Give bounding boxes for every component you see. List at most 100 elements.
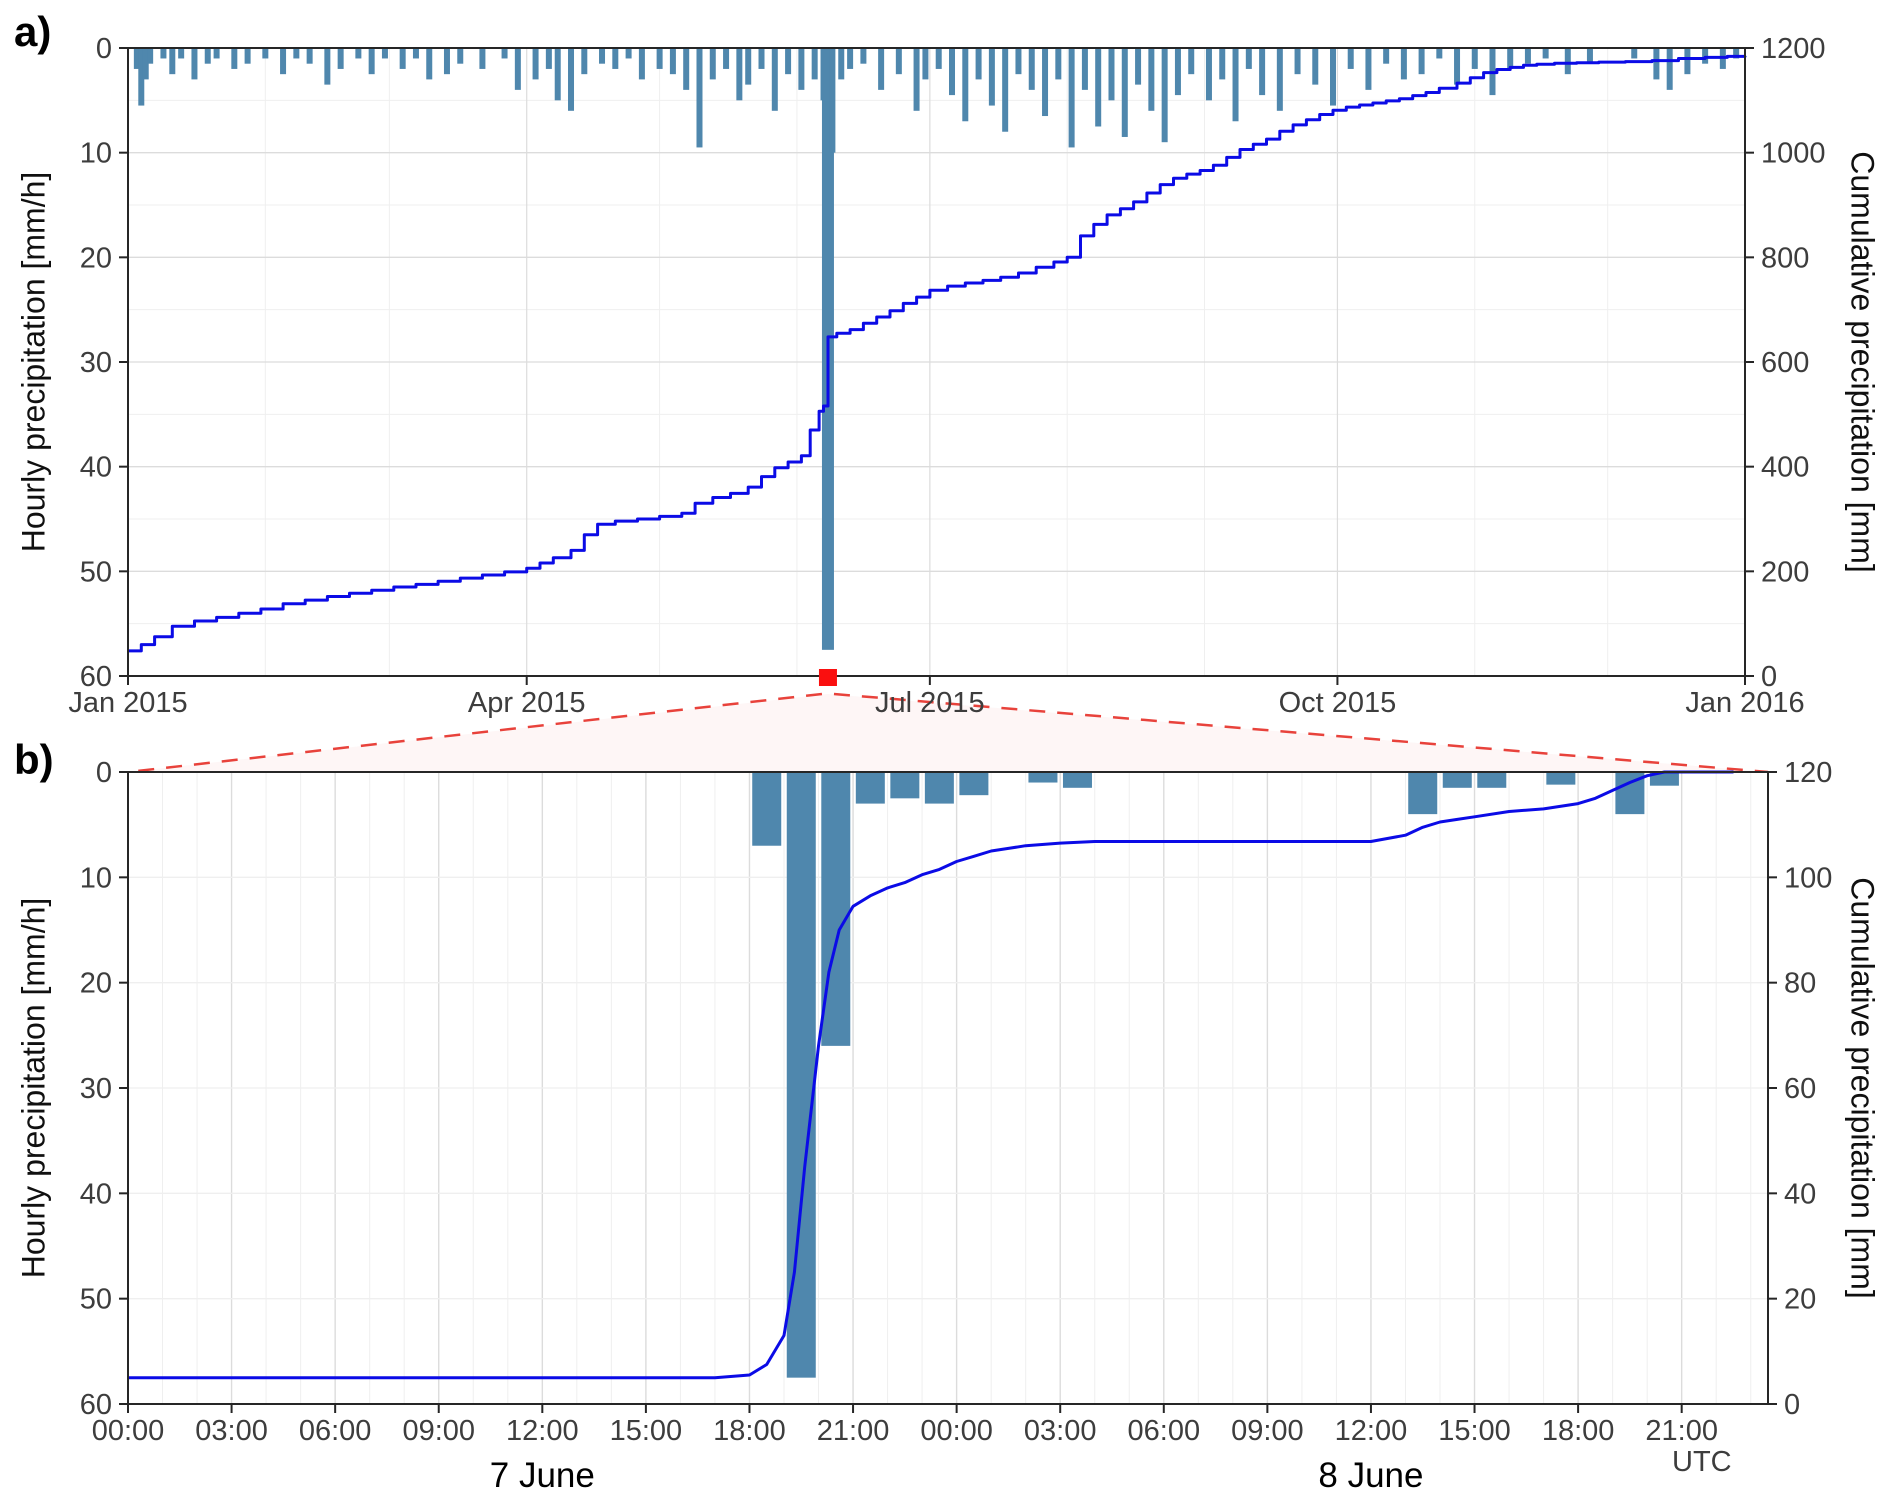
precip-bar	[786, 772, 816, 1378]
precip-bar	[1148, 48, 1155, 111]
precip-bar	[913, 48, 920, 111]
y-left-tick-label-b: 50	[80, 1284, 112, 1316]
precip-bar	[1666, 48, 1673, 90]
axes-b: 00:00 03:00 06:00 09:00 12:00 15:00 18:00 21:00…	[80, 757, 1833, 1447]
x-tick-label-a: Oct 2015	[1279, 687, 1397, 719]
y-right-tick-label-b: 120	[1784, 757, 1832, 789]
axes-a: Jan 2015 Apr 2015 Jul 2015 Oct 2015 Jan 2016…	[68, 33, 1825, 719]
y-right-tick-label-b: 60	[1784, 1073, 1816, 1105]
precip-bar	[142, 48, 149, 80]
precip-bar	[829, 48, 836, 153]
x-tick-label-a: Apr 2015	[468, 687, 586, 719]
precip-bar	[138, 48, 145, 106]
precip-bar	[1161, 48, 1168, 143]
panel-b-right-axis-title: Cumulative precipitation [mm]	[1844, 877, 1881, 1299]
precip-bar	[169, 48, 176, 75]
precip-bar	[1245, 48, 1252, 69]
x-tick-label-b: 18:00	[1542, 1415, 1615, 1447]
precip-bar	[244, 48, 251, 64]
precip-bar	[532, 48, 539, 80]
panel-a: Jan 2015 Apr 2015 Jul 2015 Oct 2015 Jan 2016…	[68, 33, 1825, 719]
precip-bar	[723, 48, 730, 69]
precip-bar	[696, 48, 703, 148]
precip-bar	[855, 772, 885, 804]
precip-bar	[1068, 48, 1075, 148]
x-axis-unit-label-utc: UTC	[1672, 1446, 1732, 1478]
precip-bar	[1329, 48, 1336, 106]
x-tick-label-b: 15:00	[610, 1415, 683, 1447]
y-right-tick-label-a: 400	[1761, 452, 1809, 484]
precip-bar	[1294, 48, 1301, 75]
y-right-tick-label-a: 0	[1761, 661, 1777, 693]
precip-bar	[1188, 48, 1195, 75]
precip-bar	[1365, 48, 1372, 90]
zoom-connector	[127, 692, 1769, 774]
precip-bar	[1507, 48, 1514, 69]
precip-bar	[924, 772, 954, 804]
precip-bar	[1471, 48, 1478, 69]
precip-bar	[771, 48, 778, 111]
precip-bar	[514, 48, 521, 90]
precip-bar	[1232, 48, 1239, 122]
precip-bar	[1259, 48, 1266, 96]
precip-bar	[1174, 48, 1181, 96]
precip-bar	[399, 48, 406, 69]
precip-bar	[1400, 48, 1407, 80]
precip-bar	[545, 48, 552, 69]
precip-bar	[1205, 48, 1212, 101]
precip-bar	[337, 48, 344, 69]
x-axis-day-label-8-june: 8 June	[1318, 1456, 1424, 1495]
y-left-tick-label-b: 20	[80, 968, 112, 1000]
precip-bar	[838, 48, 845, 80]
precip-bar	[1347, 48, 1354, 69]
y-right-tick-label-b: 0	[1784, 1389, 1800, 1421]
precip-bar	[381, 48, 388, 59]
precip-bar	[1436, 48, 1443, 59]
precip-bar	[612, 48, 619, 69]
precip-bar	[306, 48, 313, 64]
precip-bar	[656, 48, 663, 69]
zoom-region-shade	[128, 694, 1768, 772]
precip-bar	[1477, 772, 1507, 788]
x-tick-label-a: Jul 2015	[875, 687, 985, 719]
y-right-tick-label-a: 1200	[1761, 33, 1826, 65]
precip-bar	[922, 48, 929, 80]
cumulative-precipitation-line-a	[128, 54, 1747, 653]
x-tick-label-b: 09:00	[1231, 1415, 1304, 1447]
x-tick-label-b: 03:00	[1024, 1415, 1097, 1447]
panel-b: 00:00 03:00 06:00 09:00 12:00 15:00 18:00 21:00…	[80, 757, 1833, 1447]
precip-bar	[736, 48, 743, 101]
precip-bar	[752, 772, 782, 846]
x-tick-label-b: 06:00	[1128, 1415, 1201, 1447]
panel-b-label: b)	[14, 736, 54, 783]
precip-bar	[811, 48, 818, 80]
x-tick-label-b: 18:00	[713, 1415, 786, 1447]
precip-bar	[355, 48, 362, 59]
y-right-tick-label-b: 40	[1784, 1178, 1816, 1210]
precip-bar	[412, 48, 419, 59]
precip-bar	[1631, 48, 1638, 59]
gridlines-b	[128, 772, 1768, 1404]
x-tick-label-b: 09:00	[402, 1415, 475, 1447]
precip-bar	[1383, 48, 1390, 64]
precip-bar	[324, 48, 331, 85]
precip-bar	[962, 48, 969, 122]
y-right-tick-label-b: 20	[1784, 1284, 1816, 1316]
precip-bar	[231, 48, 238, 69]
precip-bar	[1653, 48, 1660, 80]
precip-bar	[625, 48, 632, 59]
y-left-tick-label-b: 40	[80, 1178, 112, 1210]
precip-bar	[669, 48, 676, 75]
y-left-tick-label-a: 40	[80, 452, 112, 484]
x-tick-label-a: Jan 2016	[1685, 687, 1804, 719]
precip-bar	[745, 48, 752, 85]
precip-bar	[785, 48, 792, 75]
y-left-tick-label-a: 30	[80, 347, 112, 379]
precip-bar	[280, 48, 287, 75]
event-marker	[818, 669, 837, 686]
precip-bar	[798, 48, 805, 90]
precip-bar	[709, 48, 716, 80]
precip-bar	[1081, 48, 1088, 90]
precip-bar	[975, 48, 982, 80]
